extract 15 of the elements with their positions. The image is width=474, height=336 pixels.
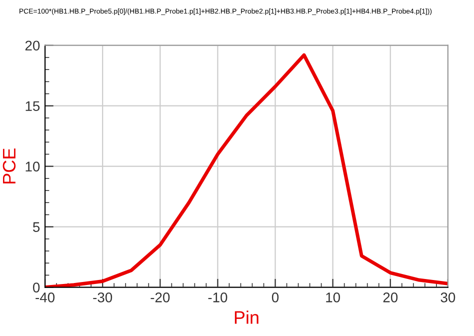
- y-tick-label: 0: [32, 282, 40, 292]
- y-tick-label: 10: [26, 162, 40, 172]
- x-tick-label: -20: [150, 292, 170, 302]
- x-tick-label: 30: [440, 292, 456, 302]
- x-tick-label: 20: [383, 292, 398, 302]
- x-tick-label: 10: [326, 292, 340, 302]
- y-tick-label: 5: [33, 222, 40, 232]
- y-tick-label: 15: [26, 101, 40, 112]
- x-tick-label: -10: [208, 292, 228, 302]
- x-tick-label: 0: [272, 292, 279, 302]
- x-axis-title: Pin: [234, 310, 258, 324]
- y-tick-label: 20: [25, 40, 40, 51]
- y-axis-title: PCE: [2, 148, 16, 184]
- x-tick-label: -40: [36, 292, 55, 302]
- x-tick-label: -30: [93, 292, 112, 302]
